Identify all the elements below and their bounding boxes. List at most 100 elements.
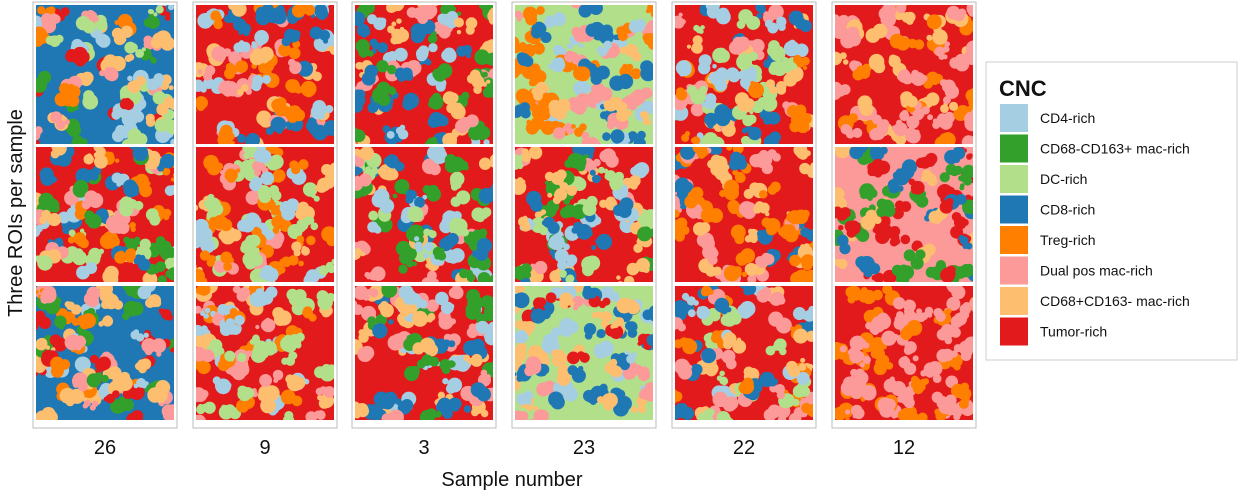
roi-region bbox=[255, 10, 270, 25]
roi-region bbox=[431, 232, 435, 236]
roi-region bbox=[920, 75, 928, 83]
roi-region bbox=[619, 197, 633, 211]
roi-region bbox=[357, 149, 366, 158]
roi-region bbox=[946, 198, 954, 206]
roi-region bbox=[804, 243, 810, 249]
roi-region bbox=[767, 46, 778, 57]
roi-region bbox=[310, 26, 323, 39]
sample-label: 26 bbox=[94, 437, 116, 459]
sample-label: 23 bbox=[573, 437, 595, 459]
roi-region bbox=[289, 352, 297, 360]
roi-region bbox=[142, 383, 147, 388]
roi-region bbox=[313, 71, 318, 76]
roi-region bbox=[442, 378, 448, 384]
roi-region bbox=[220, 219, 232, 231]
roi-region bbox=[959, 186, 964, 191]
roi-region bbox=[78, 271, 84, 277]
roi-region bbox=[616, 26, 625, 35]
roi-region bbox=[564, 159, 573, 168]
roi-region bbox=[798, 363, 806, 371]
roi-region bbox=[393, 194, 398, 199]
roi-region bbox=[977, 7, 986, 16]
roi-region bbox=[543, 334, 559, 350]
legend-label: CD68-CD163+ mac-rich bbox=[1040, 141, 1190, 157]
roi-region bbox=[441, 302, 454, 315]
roi-region bbox=[476, 321, 489, 334]
roi-panel bbox=[663, 139, 827, 287]
roi-region bbox=[114, 20, 119, 25]
roi-region bbox=[524, 391, 534, 401]
roi-region bbox=[426, 316, 433, 323]
roi-region bbox=[438, 136, 443, 141]
roi-region bbox=[61, 7, 70, 16]
roi-region bbox=[251, 254, 263, 266]
roi-region bbox=[940, 79, 948, 87]
roi-region bbox=[901, 110, 908, 117]
roi-region bbox=[693, 367, 701, 375]
roi-region bbox=[548, 392, 563, 407]
roi-region bbox=[387, 131, 395, 139]
roi-region bbox=[387, 156, 400, 169]
roi-region bbox=[965, 135, 972, 142]
sample-label: 3 bbox=[418, 437, 429, 459]
roi-region bbox=[87, 287, 101, 301]
roi-region bbox=[744, 189, 754, 199]
roi-region bbox=[684, 296, 689, 301]
roi-region bbox=[626, 110, 632, 116]
roi-region bbox=[198, 227, 213, 242]
roi-region bbox=[877, 198, 888, 209]
roi-region bbox=[303, 86, 314, 97]
roi-region bbox=[198, 404, 204, 410]
roi-region bbox=[701, 348, 716, 363]
roi-region bbox=[380, 301, 388, 309]
roi-region bbox=[842, 115, 849, 122]
roi-region bbox=[286, 48, 291, 53]
roi-region bbox=[368, 102, 379, 113]
roi-region bbox=[551, 172, 564, 185]
roi-region bbox=[466, 17, 478, 29]
roi-region bbox=[573, 60, 578, 65]
roi-region bbox=[58, 323, 64, 329]
roi-region bbox=[926, 35, 932, 41]
roi-region bbox=[154, 73, 164, 83]
roi-region bbox=[39, 317, 51, 329]
roi-panel bbox=[343, 0, 506, 154]
roi-region bbox=[83, 403, 88, 408]
roi-region bbox=[254, 77, 263, 86]
roi-region bbox=[387, 86, 394, 93]
roi-region bbox=[841, 124, 852, 135]
roi-region bbox=[906, 347, 912, 353]
roi-region bbox=[428, 34, 437, 43]
roi-region bbox=[506, 364, 512, 370]
roi-region bbox=[932, 98, 938, 104]
roi-region bbox=[911, 180, 917, 186]
roi-region bbox=[816, 256, 827, 267]
roi-panel bbox=[506, 141, 662, 288]
roi-region bbox=[298, 261, 304, 267]
roi-region bbox=[587, 161, 597, 171]
roi-region bbox=[237, 89, 244, 96]
roi-region bbox=[153, 12, 157, 16]
roi-region bbox=[360, 84, 365, 89]
roi-region bbox=[917, 313, 926, 322]
roi-region bbox=[533, 43, 545, 55]
roi-region bbox=[380, 215, 387, 222]
roi-region bbox=[765, 212, 769, 216]
roi-region bbox=[765, 378, 774, 387]
roi-region bbox=[81, 139, 87, 145]
roi-region bbox=[520, 179, 525, 184]
roi-region bbox=[537, 9, 543, 15]
roi-region bbox=[469, 323, 477, 331]
roi-region bbox=[742, 272, 747, 277]
roi-region bbox=[693, 35, 703, 45]
roi-region bbox=[592, 201, 597, 206]
roi-region bbox=[323, 230, 330, 237]
legend-swatch bbox=[1000, 287, 1028, 315]
roi-region bbox=[573, 296, 584, 307]
roi-region bbox=[391, 22, 396, 27]
roi-region bbox=[604, 348, 609, 353]
roi-region bbox=[104, 315, 112, 323]
roi-region bbox=[210, 198, 219, 207]
roi-region bbox=[454, 17, 464, 27]
roi-region bbox=[459, 117, 471, 129]
